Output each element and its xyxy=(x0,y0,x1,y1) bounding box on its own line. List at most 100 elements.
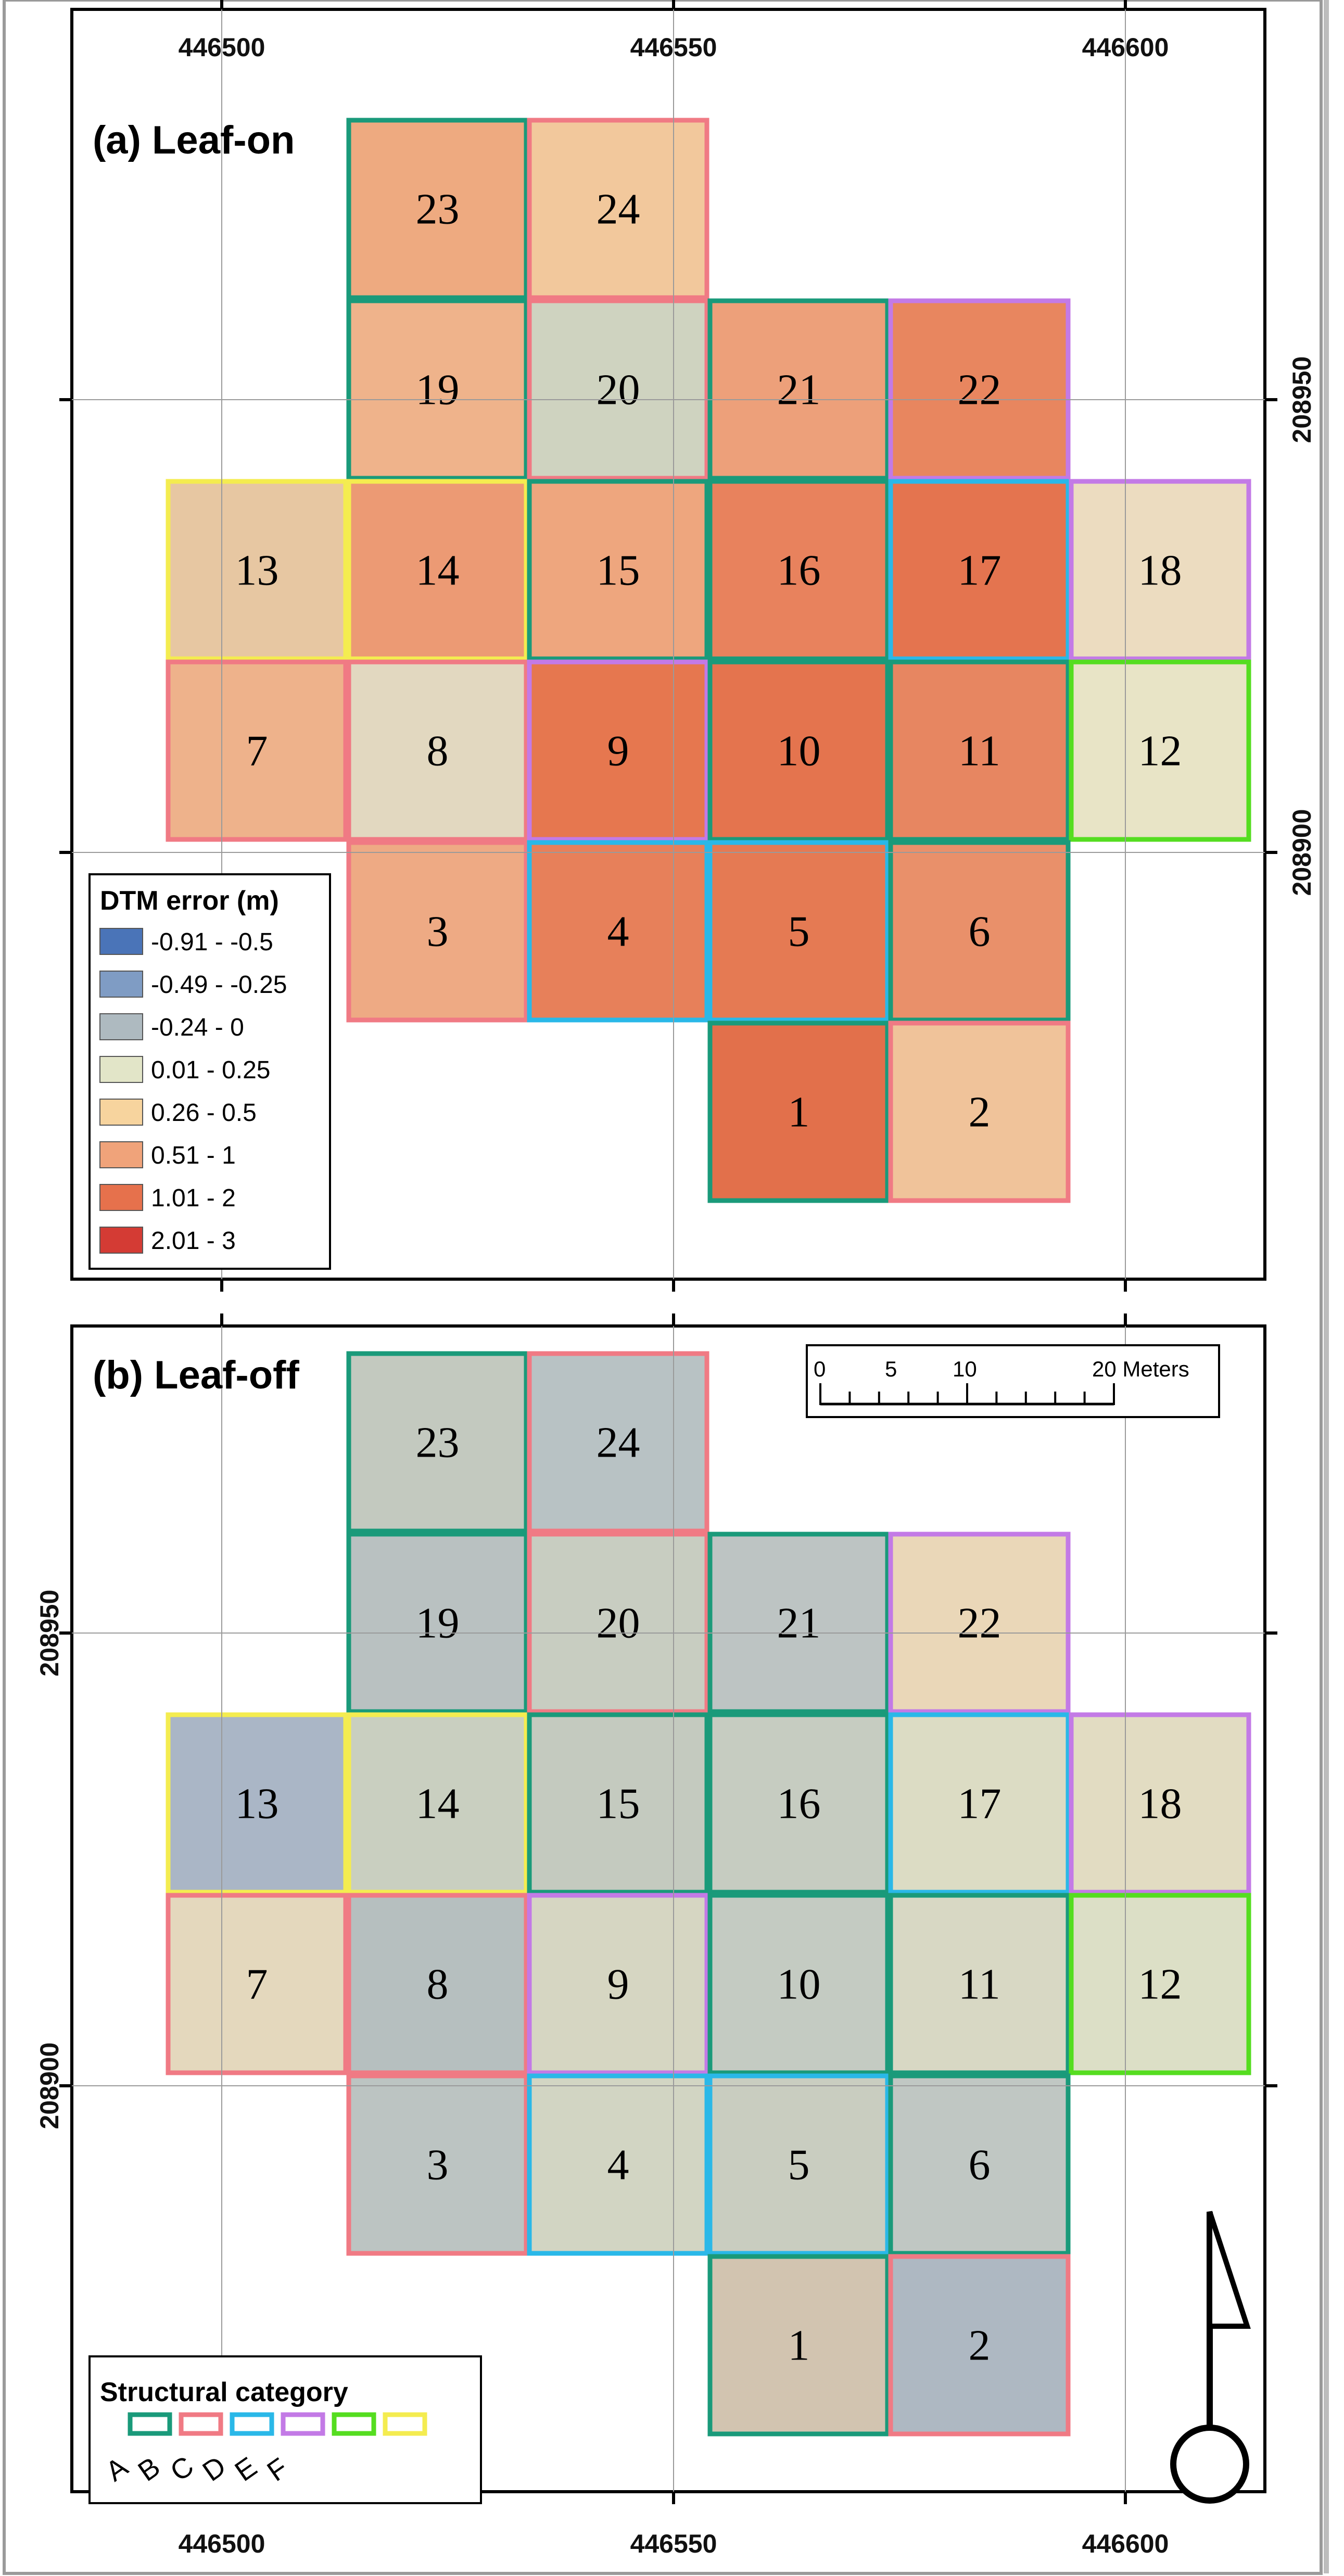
category-swatch xyxy=(179,2412,223,2436)
plot-number: 4 xyxy=(607,908,629,956)
y-tick-label: 208950 xyxy=(1287,356,1316,443)
plot-cell xyxy=(346,118,529,300)
plot-number: 18 xyxy=(1138,1780,1182,1828)
plot-cell xyxy=(888,1893,1071,2075)
plot-2: 2 xyxy=(888,2254,1071,2437)
plot-14: 14 xyxy=(346,1712,529,1895)
plot-12: 12 xyxy=(1069,659,1251,842)
plot-number: 1 xyxy=(788,1088,810,1137)
x-tick-label: 446500 xyxy=(179,2529,265,2558)
plot-cell xyxy=(346,659,529,842)
plot-cell xyxy=(166,659,348,842)
legend-label: 0.51 - 1 xyxy=(151,1142,236,1169)
plot-cell xyxy=(888,2254,1071,2437)
legend-item: -0.24 - 0 xyxy=(99,1013,244,1041)
plot-15: 15 xyxy=(527,479,709,661)
plot-18: 18 xyxy=(1069,479,1251,661)
x-tick-label: 446550 xyxy=(630,33,717,62)
scale-label-0: 0 xyxy=(814,1357,826,1381)
scale-bar: 0 5 10 20 Meters xyxy=(806,1344,1220,1418)
legend-item: 2.01 - 3 xyxy=(99,1227,236,1255)
plot-number: 8 xyxy=(427,1960,449,2009)
legend-swatch xyxy=(99,928,143,955)
legend-label: -0.24 - 0 xyxy=(151,1014,244,1041)
legend-item: 0.01 - 0.25 xyxy=(99,1056,271,1084)
plot-number: 22 xyxy=(958,1599,1001,1648)
plot-7: 7 xyxy=(166,1893,348,2075)
plot-cell xyxy=(888,1712,1071,1895)
legend-item: 1.01 - 2 xyxy=(99,1184,236,1212)
plot-11: 11 xyxy=(888,659,1071,842)
legend-label: -0.49 - -0.25 xyxy=(151,971,287,999)
legend-swatch xyxy=(99,1184,143,1211)
plot-number: 14 xyxy=(416,546,460,595)
plot-10: 10 xyxy=(707,659,890,842)
plot-20: 20 xyxy=(527,298,709,481)
plot-cell xyxy=(888,840,1071,1023)
plot-number: 10 xyxy=(777,727,821,775)
plot-cell xyxy=(888,2073,1071,2256)
plot-7: 7 xyxy=(166,659,348,842)
plot-number: 5 xyxy=(788,2141,810,2189)
plot-number: 3 xyxy=(427,2141,449,2189)
category-swatch xyxy=(230,2412,274,2436)
plot-number: 18 xyxy=(1138,546,1182,595)
plot-number: 12 xyxy=(1138,1960,1182,2009)
plot-number: 6 xyxy=(969,908,991,956)
plot-cell xyxy=(166,479,348,661)
plot-5: 5 xyxy=(707,2073,890,2256)
plot-number: 23 xyxy=(416,1419,460,1467)
plot-number: 19 xyxy=(416,366,460,414)
plot-4: 4 xyxy=(527,2073,709,2256)
panel-label: (b) Leaf-off xyxy=(93,1353,299,1397)
plot-cell xyxy=(888,298,1071,481)
plot-8: 8 xyxy=(346,659,529,842)
plot-cell xyxy=(707,1712,890,1895)
legend-item: 0.51 - 1 xyxy=(99,1141,236,1169)
plot-cell xyxy=(527,1893,709,2075)
plot-cell xyxy=(1069,1893,1251,2075)
legend-title: DTM error (m) xyxy=(100,886,279,916)
plot-cell xyxy=(707,659,890,842)
plot-cell xyxy=(527,1532,709,1714)
plot-1: 1 xyxy=(707,1021,890,1203)
plot-cell xyxy=(527,118,709,300)
plot-number: 11 xyxy=(958,1960,1000,2009)
scale-bar-box xyxy=(806,1344,1220,1418)
legend-swatch xyxy=(99,1056,143,1083)
plot-cell xyxy=(346,2073,529,2256)
plot-12: 12 xyxy=(1069,1893,1251,2075)
plot-number: 20 xyxy=(597,366,640,414)
plot-cell xyxy=(1069,1712,1251,1895)
plot-number: 10 xyxy=(777,1960,821,2009)
plot-18: 18 xyxy=(1069,1712,1251,1895)
y-tick-label: 208900 xyxy=(35,2043,64,2129)
x-tick-label: 446600 xyxy=(1082,2529,1169,2558)
plot-number: 8 xyxy=(427,727,449,775)
plot-11: 11 xyxy=(888,1893,1071,2075)
plot-number: 24 xyxy=(597,185,640,234)
plot-cell xyxy=(527,479,709,661)
plot-number: 4 xyxy=(607,2141,629,2189)
plot-cell xyxy=(527,840,709,1023)
plot-cell xyxy=(888,1532,1071,1714)
plot-cell xyxy=(346,1351,529,1534)
plot-cell xyxy=(346,1893,529,2075)
plot-number: 5 xyxy=(788,908,810,956)
plot-number: 16 xyxy=(777,1780,821,1828)
plot-cell xyxy=(166,1712,348,1895)
plot-6: 6 xyxy=(888,840,1071,1023)
plot-23: 23 xyxy=(346,118,529,300)
plot-number: 23 xyxy=(416,185,460,234)
plot-cell xyxy=(346,479,529,661)
plot-4: 4 xyxy=(527,840,709,1023)
plot-number: 14 xyxy=(416,1780,460,1828)
plot-22: 22 xyxy=(888,298,1071,481)
plot-cell xyxy=(527,2073,709,2256)
plot-10: 10 xyxy=(707,1893,890,2075)
plot-cell xyxy=(346,840,529,1023)
